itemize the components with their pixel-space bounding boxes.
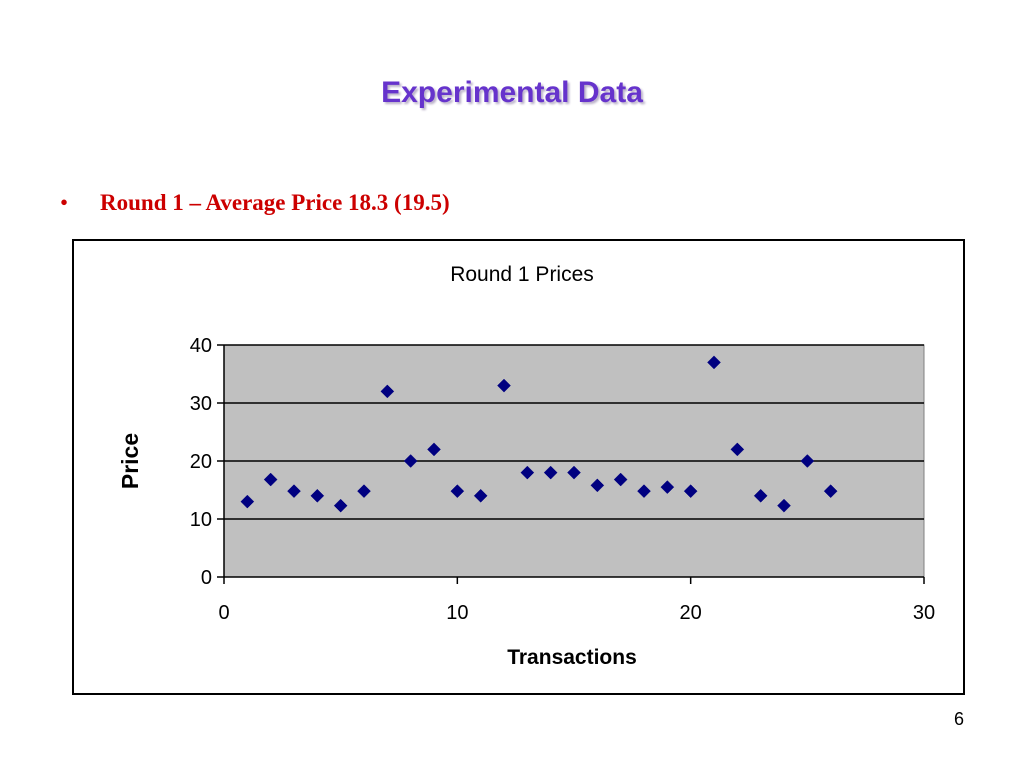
data-point <box>333 498 348 513</box>
data-point <box>753 488 768 503</box>
data-point <box>777 498 791 513</box>
data-point <box>520 465 535 480</box>
data-point <box>800 454 815 468</box>
data-point <box>543 465 558 480</box>
data-point <box>497 378 511 393</box>
x-tick-label: 0 <box>218 602 229 624</box>
data-point <box>683 484 698 499</box>
data-point <box>263 472 278 487</box>
data-point <box>380 384 395 399</box>
axes <box>217 344 925 584</box>
bullet-mark: • <box>60 190 69 215</box>
data-point <box>637 484 651 499</box>
data-point <box>730 442 745 457</box>
data-points <box>240 355 838 513</box>
data-point <box>613 472 628 487</box>
x-tick-label: 20 <box>680 602 702 624</box>
y-tick-label: 10 <box>190 509 212 531</box>
page-number: 6 <box>953 709 964 729</box>
data-point <box>240 494 255 509</box>
y-axis-label: Price <box>117 433 143 489</box>
y-tick-labels: 0 10 20 30 40 <box>190 335 212 589</box>
y-tick-label: 0 <box>201 567 212 589</box>
scatter-chart: Round 1 Prices 0 10 20 30 40 0 10 20 30 Transac… <box>117 263 935 669</box>
y-tick-label: 30 <box>190 393 212 415</box>
x-tick-label: 10 <box>446 602 468 624</box>
data-point <box>357 484 371 499</box>
x-axis-label: Transactions <box>507 646 637 669</box>
data-point <box>707 355 721 370</box>
chart-frame: Round 1 Prices 0 10 20 30 40 0 10 20 30 Transac… <box>72 239 965 695</box>
x-tick-labels: 0 10 20 30 <box>218 602 935 624</box>
y-tick-label: 20 <box>190 451 212 473</box>
data-point <box>590 478 605 493</box>
bullet-text: Round 1 – Average Price 18.3 (19.5) <box>100 190 450 215</box>
data-point <box>403 454 418 468</box>
data-point <box>823 484 838 499</box>
data-point <box>450 484 465 499</box>
data-point <box>567 465 581 480</box>
y-tick-label: 40 <box>190 335 212 357</box>
data-point <box>473 488 488 503</box>
x-tick-label: 30 <box>913 602 935 624</box>
data-point <box>310 488 325 503</box>
data-point <box>427 442 441 457</box>
gridlines <box>224 344 924 520</box>
data-point <box>660 480 675 494</box>
data-point <box>287 484 301 499</box>
slide-title: Experimental Data <box>381 76 643 109</box>
chart-title: Round 1 Prices <box>450 263 594 286</box>
